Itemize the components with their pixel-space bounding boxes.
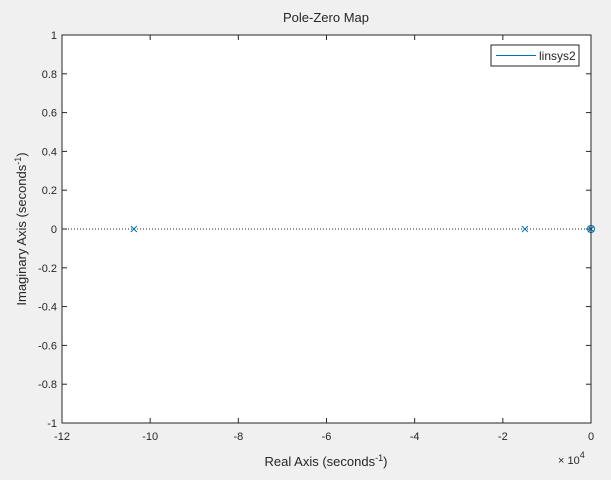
x-exponent-power: 4	[580, 450, 585, 460]
legend-entry-label: linsys2	[539, 49, 576, 63]
x-exponent-label: × 104	[558, 450, 585, 467]
chart-title: Pole-Zero Map	[283, 10, 369, 25]
x-tick-label: -6	[322, 431, 332, 443]
y-tick-label: -0.2	[38, 263, 57, 275]
y-tick-label: 0.8	[42, 69, 57, 81]
y-axis-label-end: )	[14, 152, 29, 156]
pole-marker[interactable]	[130, 225, 138, 233]
y-tick-label: -0.4	[38, 302, 57, 314]
y-axis-label: Imaginary Axis (seconds-1)	[13, 152, 29, 305]
y-tick-label: 0.4	[42, 146, 57, 158]
x-axis-label-base: Real Axis (seconds	[265, 454, 376, 469]
x-axis-label: Real Axis (seconds-1)	[265, 453, 388, 469]
pole-marker[interactable]	[521, 225, 529, 233]
y-axis-label-sup: -1	[13, 157, 23, 165]
y-tick-label: -0.6	[38, 340, 57, 352]
y-axis-label-base: Imaginary Axis (seconds	[14, 164, 29, 305]
x-tick-label: -2	[498, 431, 508, 443]
y-tick-label: 0.2	[42, 185, 57, 197]
y-tick-label: 0.6	[42, 108, 57, 120]
x-exponent-base: × 10	[558, 455, 580, 467]
x-tick-label: -12	[54, 431, 70, 443]
x-tick-label: -4	[410, 431, 420, 443]
x-tick-label: -10	[142, 431, 158, 443]
y-tick-label: 0	[51, 224, 57, 236]
x-axis-label-sup: -1	[375, 453, 383, 463]
legend[interactable]: linsys2	[490, 44, 580, 67]
x-tick-label: 0	[588, 431, 594, 443]
y-tick-label: -1	[47, 418, 57, 430]
y-tick-label: -0.8	[38, 379, 57, 391]
x-axis-ticks: -12 -10 -8 -6 -4 -2 0	[54, 35, 594, 443]
y-tick-label: 1	[51, 30, 57, 42]
x-tick-label: -8	[233, 431, 243, 443]
x-axis-label-end: )	[383, 454, 387, 469]
axes-box	[61, 34, 592, 424]
